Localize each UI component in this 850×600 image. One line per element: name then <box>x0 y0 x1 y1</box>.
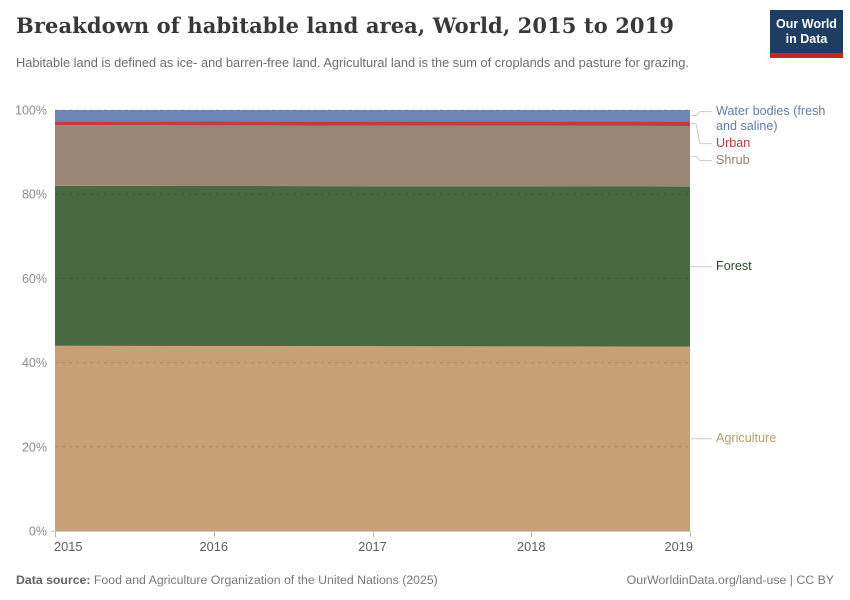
legend-label-agriculture[interactable]: Agriculture <box>716 431 777 446</box>
x-tick-label-2017: 2017 <box>358 539 386 554</box>
legend-connector-water-bodies-fresh-and-saline <box>691 111 712 117</box>
owid-logo-line2: in Data <box>785 32 828 46</box>
data-source: Data source: Food and Agriculture Organi… <box>16 573 438 587</box>
legend-connector-urban <box>691 123 712 145</box>
area-forest[interactable] <box>55 185 690 347</box>
chart-title: Breakdown of habitable land area, World,… <box>16 13 675 38</box>
y-tick-label-60: 60% <box>22 272 47 286</box>
x-tick-label-2015: 2015 <box>54 539 82 554</box>
legend-label-shrub[interactable]: Shrub <box>716 153 750 168</box>
chart-subtitle: Habitable land is defined as ice- and ba… <box>16 55 689 70</box>
x-tick-label-2019: 2019 <box>665 539 693 554</box>
x-tick-label-2018: 2018 <box>517 539 545 554</box>
y-tick-label-40: 40% <box>22 356 47 370</box>
area-urban[interactable] <box>55 121 690 126</box>
y-tick-label-80: 80% <box>22 188 47 202</box>
y-tick-label-100: 100% <box>15 104 47 118</box>
x-tick-label-2016: 2016 <box>200 539 228 554</box>
area-agriculture[interactable] <box>55 345 690 531</box>
legend-label-forest[interactable]: Forest <box>716 259 752 274</box>
legend-label-water-bodies-fresh-and-saline[interactable]: Water bodies (fresh and saline) <box>716 104 826 134</box>
owid-logo: Our World in Data <box>770 10 843 58</box>
data-source-label: Data source: <box>16 573 91 587</box>
area-shrub[interactable] <box>55 125 690 187</box>
y-tick-label-0: 0% <box>29 525 47 539</box>
legend-label-urban[interactable]: Urban <box>716 136 751 151</box>
area-water-bodies-fresh-and-saline[interactable] <box>55 110 690 122</box>
y-tick-label-20: 20% <box>22 440 47 454</box>
footer-link: OurWorldinData.org/land-use | CC BY <box>626 573 834 587</box>
legend-connector-shrub <box>691 155 712 162</box>
data-source-text: Food and Agriculture Organization of the… <box>90 573 438 587</box>
owid-logo-line1: Our World <box>776 17 837 31</box>
chart-footer: Data source: Food and Agriculture Organi… <box>16 573 834 587</box>
